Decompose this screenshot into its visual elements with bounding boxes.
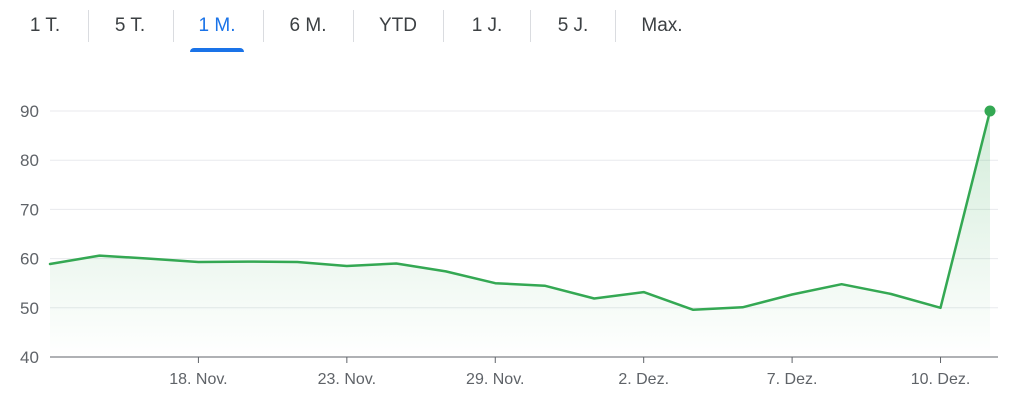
x-tick-label: 23. Nov.	[318, 371, 376, 388]
tab-6-m[interactable]: 6 M.	[281, 0, 335, 48]
x-tick-label: 2. Dez.	[618, 371, 669, 388]
tab-1-t[interactable]: 1 T.	[23, 0, 67, 48]
x-tick-label: 10. Dez.	[911, 371, 971, 388]
y-tick-label: 40	[20, 348, 39, 367]
tick-labels: 40 50 60 70 80 90 18. Nov. 23. Nov. 29. Nov. 2. D…	[20, 102, 970, 388]
tab-separator	[443, 10, 444, 42]
last-point-marker[interactable]	[984, 105, 996, 117]
tab-separator	[530, 10, 531, 42]
x-tick-label: 29. Nov.	[466, 371, 524, 388]
tab-label: Max.	[641, 15, 683, 36]
active-tab-indicator	[190, 48, 244, 52]
y-tick-label: 80	[20, 151, 39, 170]
x-tick-label: 18. Nov.	[169, 371, 227, 388]
series-area	[50, 111, 990, 357]
tab-label: YTD	[379, 15, 417, 36]
tab-separator	[263, 10, 264, 42]
series-line	[48, 109, 992, 312]
tab-separator	[173, 10, 174, 42]
time-range-tabs: 1 T. 5 T. 1 M. 6 M. YTD 1 J. 5 J. Max.	[0, 0, 1024, 52]
tab-label: 1 J.	[471, 15, 503, 36]
y-tick-label: 50	[20, 299, 39, 318]
tab-ytd[interactable]: YTD	[370, 0, 426, 48]
tab-separator	[353, 10, 354, 42]
tab-label: 1 M.	[198, 15, 236, 36]
tab-label: 5 T.	[114, 15, 146, 36]
y-tick-label: 90	[20, 102, 39, 121]
tab-1-j[interactable]: 1 J.	[465, 0, 509, 48]
tab-label: 5 J.	[557, 15, 589, 36]
tab-label: 6 M.	[289, 15, 327, 36]
tab-5-j[interactable]: 5 J.	[551, 0, 595, 48]
area-fill	[50, 111, 990, 357]
tab-max[interactable]: Max.	[634, 0, 690, 48]
tab-separator	[88, 10, 89, 42]
y-tick-label: 70	[20, 200, 39, 219]
x-axis	[50, 356, 998, 363]
tab-separator	[615, 10, 616, 42]
y-tick-label: 60	[20, 250, 39, 269]
tab-1-m[interactable]: 1 M.	[190, 0, 244, 52]
tab-label: 1 T.	[29, 15, 61, 36]
series-line-layer	[48, 105, 996, 312]
tab-5-t[interactable]: 5 T.	[108, 0, 152, 48]
x-tick-label: 7. Dez.	[767, 371, 818, 388]
